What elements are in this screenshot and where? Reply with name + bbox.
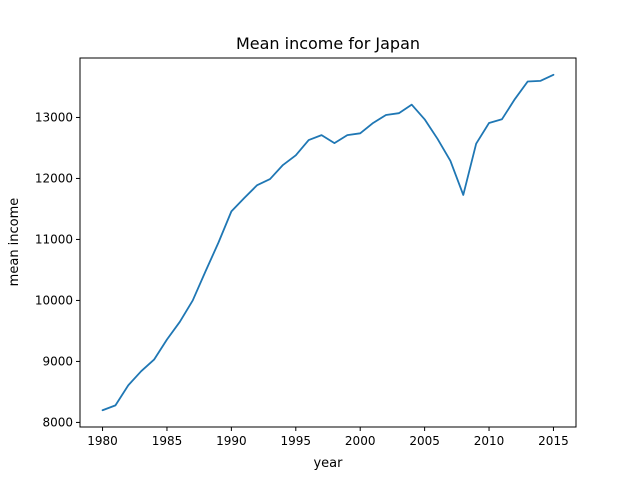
y-axis-label: mean income bbox=[7, 198, 22, 287]
x-tick-label: 1980 bbox=[87, 434, 118, 448]
plot-area bbox=[101, 73, 555, 412]
series-line-0 bbox=[101, 73, 555, 412]
y-tick-label: 13000 bbox=[35, 110, 73, 124]
chart-title: Mean income for Japan bbox=[236, 34, 420, 53]
y-tick-label: 8000 bbox=[42, 415, 73, 429]
y-tick-label: 11000 bbox=[35, 232, 73, 246]
x-axis-label: year bbox=[313, 456, 343, 471]
y-tick-label: 12000 bbox=[35, 171, 73, 185]
x-tick-label: 2010 bbox=[474, 434, 505, 448]
x-axis-ticks: 1980 1985 1990 1995 2000 2005 2010 2015 bbox=[87, 427, 569, 448]
x-tick-label: 2005 bbox=[409, 434, 440, 448]
x-tick-label: 1985 bbox=[152, 434, 183, 448]
axes-frame bbox=[79, 57, 577, 428]
x-tick-label: 1990 bbox=[216, 434, 247, 448]
x-tick-label: 2000 bbox=[345, 434, 376, 448]
y-tick-label: 9000 bbox=[42, 354, 73, 368]
x-tick-label: 1995 bbox=[281, 434, 312, 448]
x-tick-label: 2015 bbox=[538, 434, 569, 448]
y-axis-ticks: 8000 9000 10000 11000 12000 13000 bbox=[35, 110, 80, 429]
y-tick-label: 10000 bbox=[35, 293, 73, 307]
